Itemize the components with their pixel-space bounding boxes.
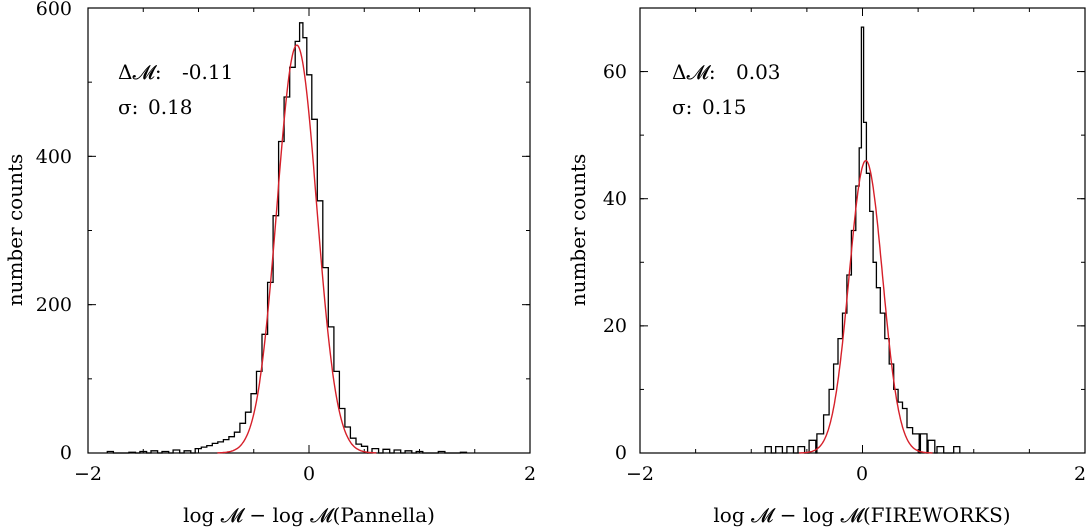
right-ytick-label: 40	[603, 188, 627, 210]
left-delta-annotation-value: -0.11	[182, 60, 233, 84]
left-y-axis-label: number counts	[3, 154, 27, 307]
left-ytick-label: 400	[36, 146, 72, 168]
right-ytick-label: 20	[603, 315, 627, 337]
right-xtick-label: 2	[1074, 463, 1086, 485]
left-histogram-panel: −2 0 2 0 200 400 600 log 𝓜 − log 𝓜(Panne…	[3, 0, 536, 527]
right-delta-annotation-value: 0.03	[736, 60, 781, 84]
right-x-axis-label: log 𝓜 − log 𝓜(FIREWORKS)	[713, 503, 1010, 527]
left-ytick-label: 600	[36, 0, 72, 20]
left-ytick-label: 0	[60, 442, 72, 464]
left-x-axis-label: log 𝓜 − log 𝓜(Pannella)	[183, 503, 435, 527]
left-ytick-label: 200	[36, 294, 72, 316]
left-sigma-annotation-value: 0.18	[148, 95, 193, 119]
right-sigma-annotation-value: 0.15	[702, 95, 747, 119]
left-xtick-label: 0	[303, 463, 315, 485]
left-xtick-label: −2	[74, 463, 102, 485]
left-xtick-label: 2	[524, 463, 536, 485]
right-gaussian-fit-line	[799, 159, 933, 454]
right-histogram-panel: −2 0 2 0 20 40 60 log 𝓜 − log 𝓜(FIREWORK…	[566, 7, 1086, 527]
right-histogram-steps	[764, 26, 961, 454]
right-ytick-label: 0	[615, 442, 627, 464]
right-ytick-label: 60	[603, 61, 627, 83]
right-delta-annotation-label: Δ𝓜:	[672, 60, 716, 84]
right-xtick-label: 0	[856, 463, 868, 485]
right-sigma-annotation-label: σ:	[672, 95, 692, 119]
left-sigma-annotation-label: σ:	[118, 95, 138, 119]
left-gaussian-fit-line	[217, 44, 377, 454]
left-delta-annotation-label: Δ𝓜:	[118, 60, 162, 84]
right-y-axis-label: number counts	[566, 154, 590, 307]
right-xtick-label: −2	[626, 463, 654, 485]
